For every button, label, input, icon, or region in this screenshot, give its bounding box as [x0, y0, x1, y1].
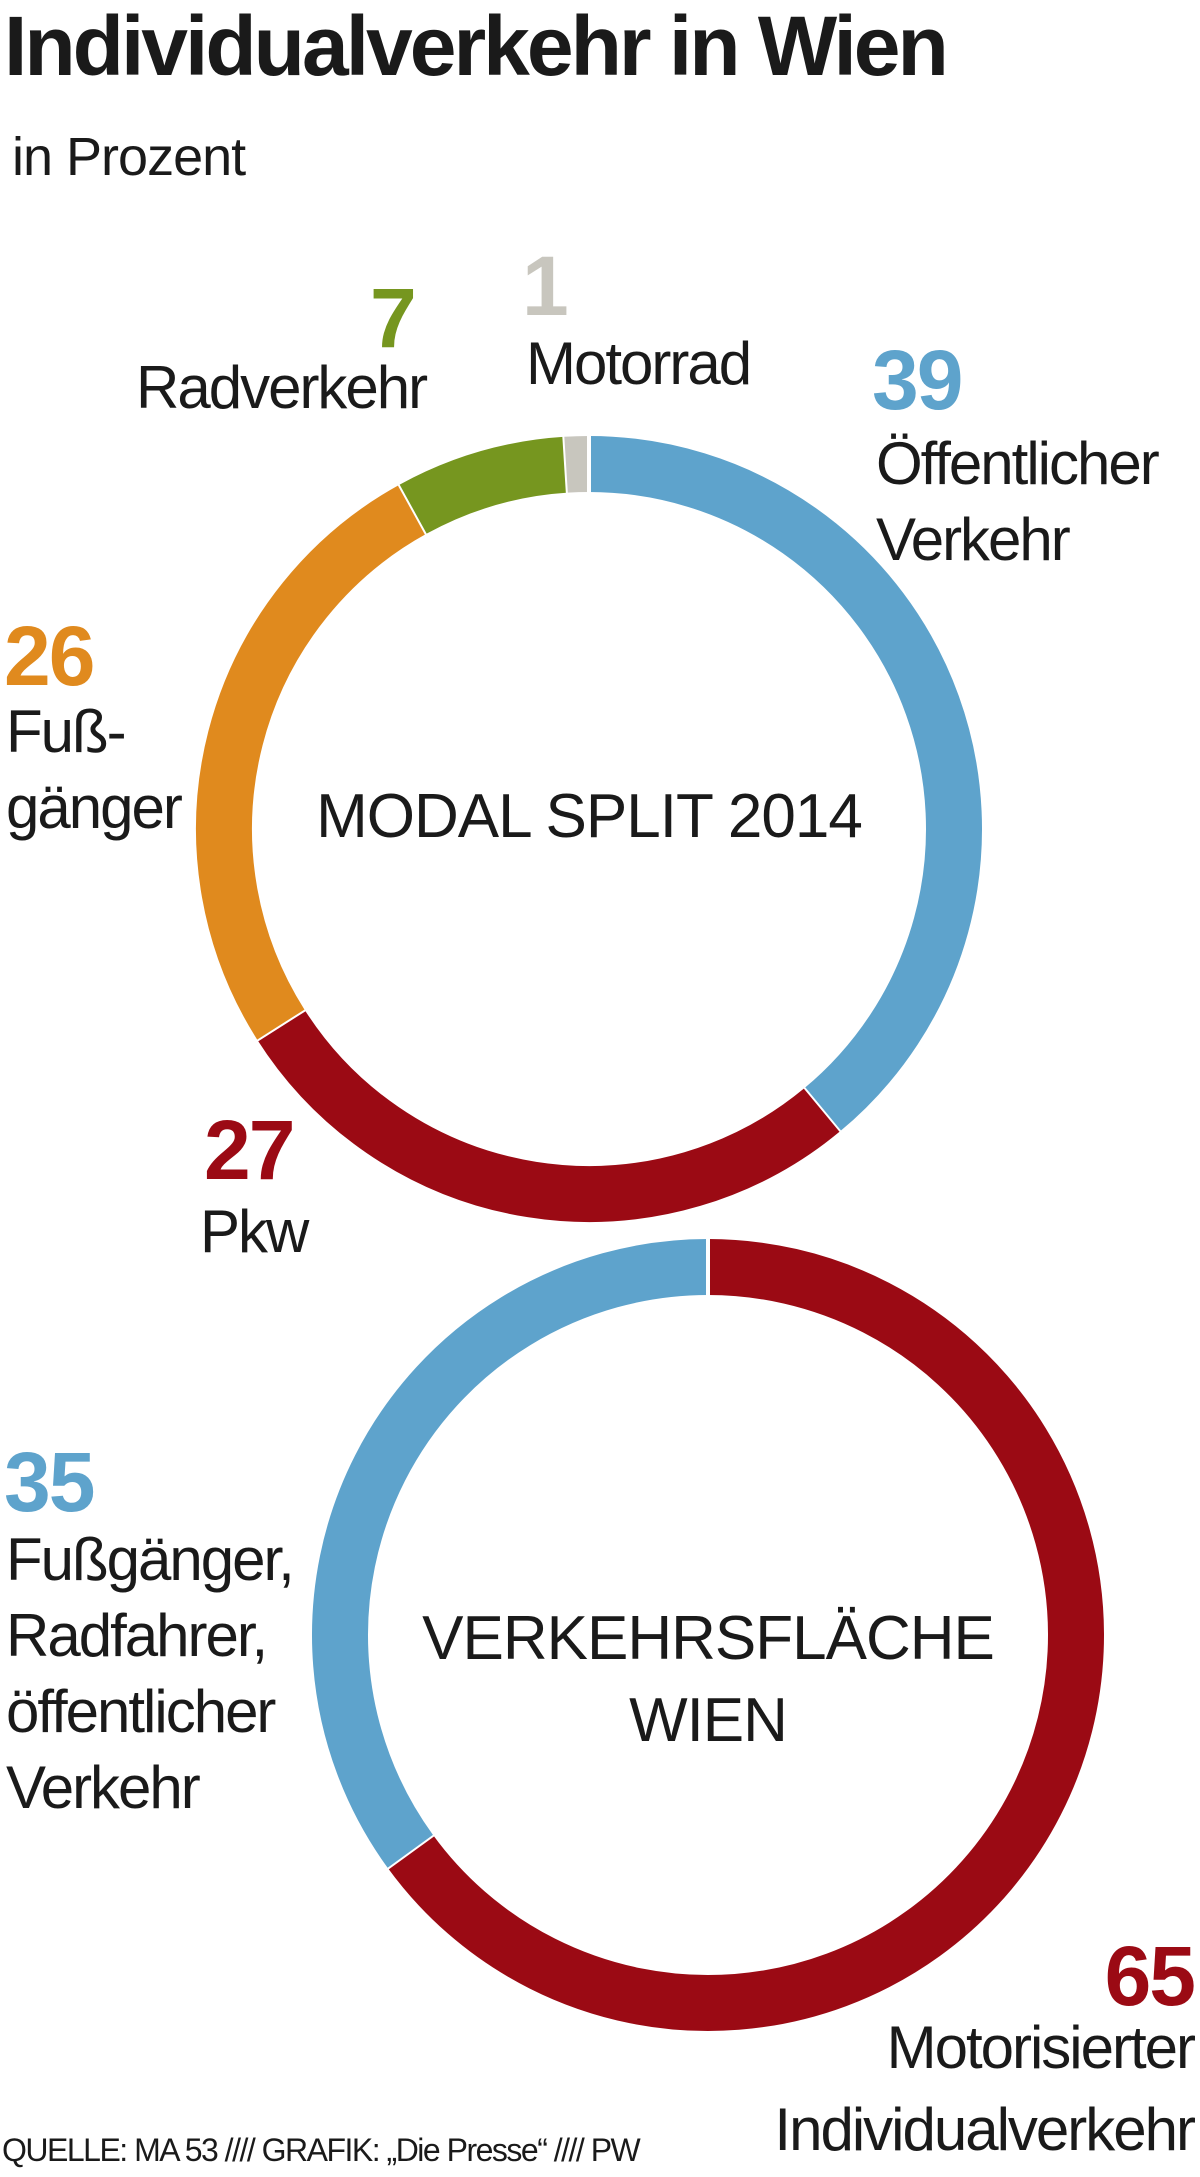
chart-title: Individualverkehr in Wien: [4, 0, 949, 93]
slice-label-oeffentlicher-line2: Verkehr: [876, 506, 1071, 573]
slice-label-radverkehr: Radverkehr: [136, 354, 428, 421]
slice-label-miv-line1: Motorisierter: [886, 2014, 1196, 2081]
slice-label-motorrad: Motorrad: [526, 330, 752, 397]
value-label-umweltverbund: 35: [4, 1435, 95, 1529]
donut-slice-öffentlicher-verkehr: [588, 436, 982, 1132]
donut-modal-split: [196, 434, 982, 1222]
value-label-pkw: 27: [204, 1103, 295, 1197]
slice-label-umweltverbund-line3: öffentlicher: [6, 1678, 276, 1745]
slice-label-umweltverbund-line4: Verkehr: [6, 1754, 201, 1821]
source-credit: QUELLE: MA 53 //// GRAFIK: „Die Presse“ …: [2, 2132, 641, 2168]
value-label-radverkehr: 7: [370, 271, 417, 365]
donut-slice-motorisierter-individualverkehr: [387, 1239, 1104, 2031]
value-label-oeffentlicher-verkehr: 39: [872, 333, 963, 427]
slice-label-fussgaenger-line1: Fuß-: [6, 698, 127, 765]
donut-center-title-modal-split: MODAL SPLIT 2014: [316, 782, 863, 851]
donut-slice-fußgänger: [196, 484, 427, 1040]
donut-center-title-line1: VERKEHRSFLÄCHE: [422, 1604, 995, 1673]
value-label-fussgaenger: 26: [4, 609, 95, 703]
value-label-motorrad: 1: [522, 239, 569, 333]
chart-subtitle: in Prozent: [12, 127, 246, 187]
slice-label-pkw: Pkw: [200, 1198, 309, 1265]
donut-slice-fußgänger-radfahrer-öffentlicher-verkehr: [312, 1239, 709, 1868]
slice-label-umweltverbund-line2: Radfahrer,: [6, 1602, 268, 1669]
value-label-miv: 65: [1104, 1929, 1196, 2023]
slice-label-oeffentlicher-line1: Öffentlicher: [876, 430, 1160, 497]
donut-slice-radverkehr: [399, 436, 569, 534]
slice-label-miv-line2: Individualverkehr: [774, 2096, 1196, 2163]
donut-verkehrsflaeche: [312, 1237, 1104, 2031]
slice-label-umweltverbund-line1: Fußgänger,: [6, 1526, 295, 1593]
donut-center-title-line2: WIEN: [629, 1686, 788, 1755]
donut-slice-motorrad: [564, 436, 590, 493]
slice-label-fussgaenger-line2: gänger: [6, 774, 183, 841]
donut-slice-pkw: [257, 1009, 840, 1222]
